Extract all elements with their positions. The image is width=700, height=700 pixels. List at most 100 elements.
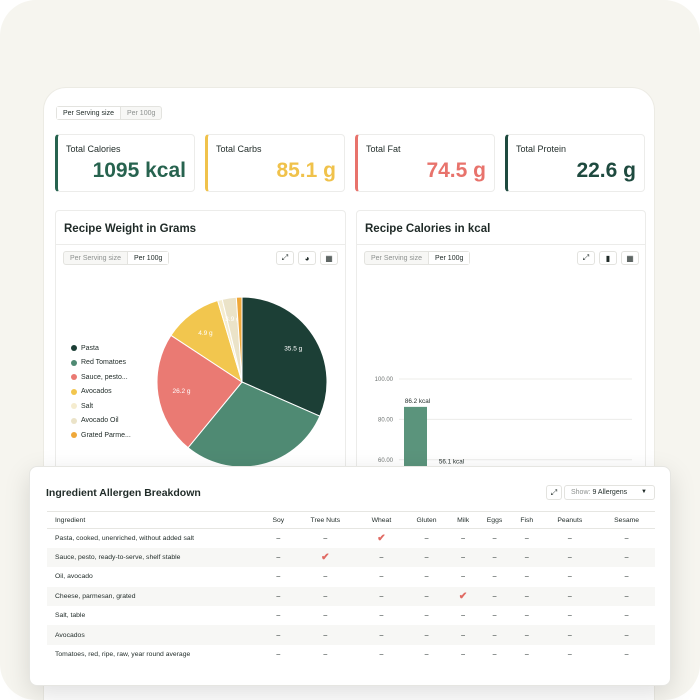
allergen-cell: – [476,625,513,645]
column-header[interactable]: Tree Nuts [291,511,360,529]
per-100g-option[interactable]: Per 100g [126,109,156,117]
allergen-cell: – [359,567,404,586]
none-dash: – [424,651,429,659]
expand-icon[interactable]: ⤢ [546,485,562,500]
allergen-cell: – [449,606,477,625]
check-icon: ✔ [321,552,330,564]
allergen-cell: – [403,586,450,607]
none-dash: – [624,631,629,639]
legend-item[interactable]: Red Tomatoes [71,356,131,371]
allergen-cell: – [477,645,512,664]
ingredient-name: Tomatoes, red, ripe, raw, year round ave… [55,651,191,659]
ingredient-name: Cheese, parmesan, grated [47,586,265,607]
table-row[interactable]: Avocados – – – – – – – – – [47,625,655,645]
column-header[interactable]: Peanuts [541,511,599,529]
allergen-cell: – [265,606,292,625]
allergen-cell: – [512,529,541,548]
legend-item[interactable]: Salt [71,399,131,414]
per-100g-option[interactable]: Per 100g [427,252,470,264]
kpi-total-calories: Total Calories 1095 kcal [55,134,195,192]
allergen-cell: – [291,625,360,645]
allergen-cell: – [404,606,450,625]
calories-tools: ⤢ ▮ ▦ [577,251,639,265]
legend-swatch [71,403,77,410]
column-header[interactable]: Gluten [403,511,450,529]
none-dash: – [424,612,429,620]
pie-slice[interactable] [241,296,328,417]
expand-icon[interactable]: ⤢ [577,251,595,265]
none-dash: – [567,534,572,542]
allergen-cell: – [292,645,359,664]
table-row[interactable]: Sauce, pesto, ready-to-serve, shelf stab… [47,547,655,568]
table-icon[interactable]: ▦ [320,251,338,265]
table-row[interactable]: Salt, table – – – – – – – – – [47,606,655,625]
legend-item[interactable]: Grated Parme... [71,428,131,443]
none-dash: – [323,612,328,620]
table-row[interactable]: Tomatoes, red, ripe, raw, year round ave… [47,645,655,664]
legend-label: Salt [81,402,94,410]
none-dash: – [624,612,629,620]
none-dash: – [276,631,281,639]
none-dash: – [379,573,384,581]
none-dash: – [276,592,281,600]
pie-slice[interactable] [187,381,321,468]
column-header[interactable]: Milk [449,511,477,529]
bar-chart-icon[interactable]: ▮ [599,251,617,265]
legend-label: Red Tomatoes [81,359,127,367]
kpi-value: 85.1 g [276,159,336,182]
legend-label: Avocados [81,388,112,396]
bar-data-label: 86.2 kcal [405,398,430,405]
calories-serving-toggle: Per Serving size Per 100g [364,251,471,265]
column-header[interactable]: Eggs [476,511,513,529]
check-icon: ✔ [377,532,386,544]
allergen-cell: – [598,586,655,607]
per-serving-option[interactable]: Per Serving size [371,254,422,262]
legend-item[interactable]: Sauce, pesto... [71,370,131,385]
column-header[interactable]: Fish [512,511,542,529]
column-header[interactable]: Ingredient [47,511,265,529]
table-row[interactable]: Pasta, cooked, unenriched, without added… [47,529,655,548]
kpi-value: 74.5 g [426,159,486,182]
weight-tools: ⤢ ◕ ▦ [276,251,338,265]
ingredient-name: Oil, avocado [55,573,93,581]
table-row[interactable]: Oil, avocado – – – – – – – – – [47,567,655,586]
none-dash: – [461,554,466,562]
allergen-cell: – [292,529,359,548]
column-header[interactable]: Wheat [359,511,404,529]
pie-slice[interactable] [235,296,243,383]
none-dash: – [492,651,497,659]
none-dash: – [379,592,384,600]
pie-slice[interactable] [156,334,243,449]
legend-swatch [71,388,77,395]
none-dash: – [524,573,529,581]
pie-chart-icon[interactable]: ◕ [298,251,316,265]
allergen-cell: – [449,547,477,568]
allergen-cell: – [477,606,512,625]
weight-serving-toggle: Per Serving size Per 100g [63,251,170,265]
table-icon[interactable]: ▦ [621,251,639,265]
table-body: Pasta, cooked, unenriched, without added… [47,529,655,665]
legend-item[interactable]: Avocado Oil [71,414,131,429]
per-serving-option[interactable]: Per Serving size [57,107,121,119]
allergen-cell: – [265,547,292,568]
kpi-total-fat: Total Fat 74.5 g [355,134,495,192]
none-dash: – [624,534,629,542]
per-serving-option[interactable]: Per Serving size [70,254,121,262]
none-dash: – [424,592,429,600]
table-row[interactable]: Cheese, parmesan, grated – – – – ✔ – – – – [47,586,655,607]
none-dash: – [323,592,328,600]
kpi-label: Total Calories [66,144,121,154]
allergen-cell: – [404,529,450,548]
column-header[interactable]: Sesame [598,511,655,529]
none-dash: – [461,631,466,639]
expand-icon[interactable]: ⤢ [276,251,294,265]
legend-item[interactable]: Pasta [71,341,131,356]
legend-item[interactable]: Avocados [71,385,131,400]
none-dash: – [524,554,529,562]
none-dash: – [379,554,384,562]
per-100g-option[interactable]: Per 100g [126,252,169,264]
allergen-title: Ingredient Allergen Breakdown [46,487,201,499]
allergen-cell: ✔ [449,586,477,607]
column-header[interactable]: Soy [265,511,292,529]
allergen-filter-select[interactable]: Show: 9 Allergens ▼ [564,485,655,500]
